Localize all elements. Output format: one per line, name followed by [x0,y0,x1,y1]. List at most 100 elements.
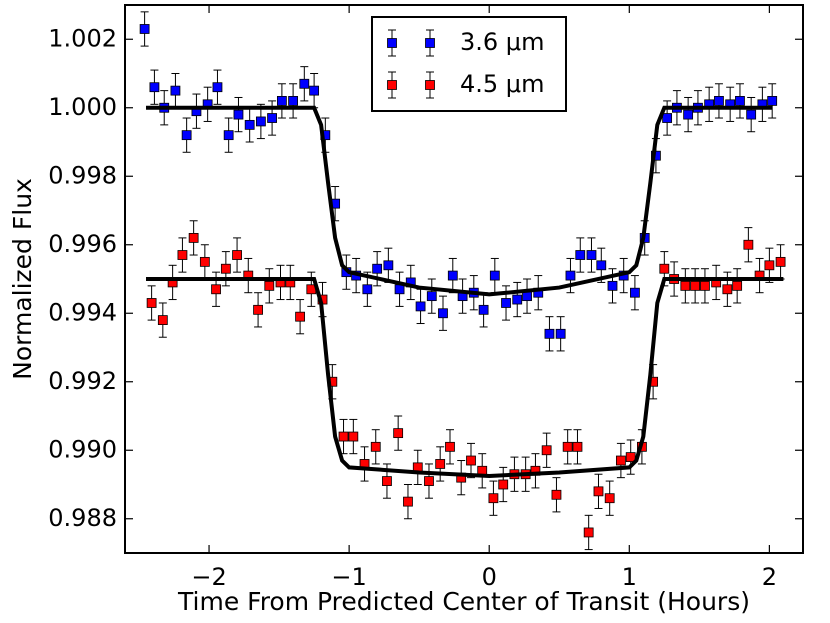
marker [544,328,555,339]
marker [220,263,231,274]
marker [299,78,310,89]
marker [139,24,150,34]
marker [512,294,523,305]
marker [615,455,626,466]
marker [232,250,242,260]
legend-label: 3.6 μm [460,28,544,56]
marker [394,284,405,295]
series [146,220,786,551]
x-tick-label: 1 [622,563,637,591]
marker [223,130,234,141]
marker [722,284,733,295]
marker [288,96,298,106]
marker [255,116,266,127]
marker [264,280,275,291]
y-tick-label: 0.988 [48,504,117,532]
marker [743,239,754,250]
legend-marker [425,80,435,90]
marker [746,109,757,120]
legend-marker [387,80,397,90]
marker [447,270,458,281]
x-tick-label: −1 [331,563,366,591]
x-tick-label: 0 [482,563,497,591]
marker [593,486,604,497]
marker [438,308,448,319]
marker [146,298,157,308]
marker [435,459,446,469]
marker [732,280,743,291]
marker [714,96,724,106]
y-tick-label: 0.998 [48,161,117,189]
marker [583,527,594,538]
marker [383,260,394,271]
marker [244,119,255,130]
marker [489,270,500,281]
marker [188,232,199,243]
marker [662,113,673,123]
legend-marker [425,38,435,48]
marker [572,441,583,452]
marker [555,328,566,339]
marker [181,130,192,141]
legend-label: 4.5 μm [460,70,544,98]
marker [562,441,573,452]
marker [253,304,263,315]
marker [403,496,413,507]
model-line [146,277,784,478]
marker [149,82,160,93]
marker [659,263,670,274]
marker [551,489,562,500]
marker [267,113,277,123]
y-tick-label: 0.992 [48,367,117,395]
marker [586,250,597,260]
marker [478,304,489,315]
marker [415,301,426,312]
y-tick-label: 0.994 [48,298,117,326]
marker [630,287,640,298]
marker [596,260,607,271]
marker [338,431,349,442]
marker [607,280,618,291]
marker [424,476,434,486]
marker [735,96,745,106]
marker [625,452,636,463]
x-tick-label: −2 [191,563,226,591]
legend-marker [387,38,397,48]
marker [690,280,701,291]
x-axis-label: Time From Predicted Center of Transit (H… [177,587,750,616]
marker [295,311,306,322]
plot-frame [124,4,804,554]
marker [426,291,437,302]
marker [157,315,168,326]
marker [700,280,710,291]
marker [382,476,392,486]
marker [233,109,244,120]
marker [541,445,552,456]
marker [445,441,455,452]
y-tick-label: 1.002 [48,24,117,52]
marker [764,260,775,271]
model-line [146,105,773,297]
marker [683,109,694,120]
marker [177,250,188,260]
marker [362,284,373,295]
marker [372,263,383,274]
x-tick-label: 2 [762,563,777,591]
marker [575,250,586,260]
y-axis-label: Normalized Flux [8,178,37,380]
marker [680,280,691,291]
y-tick-label: 0.996 [48,230,117,258]
marker [370,441,381,452]
marker [565,270,576,281]
marker [393,428,404,439]
marker [767,96,778,106]
marker [211,284,221,295]
marker [775,256,786,267]
y-tick-label: 1.000 [48,93,117,121]
marker [276,96,287,106]
marker [604,493,615,504]
marker [348,431,359,442]
marker [199,256,210,267]
marker [212,82,223,93]
